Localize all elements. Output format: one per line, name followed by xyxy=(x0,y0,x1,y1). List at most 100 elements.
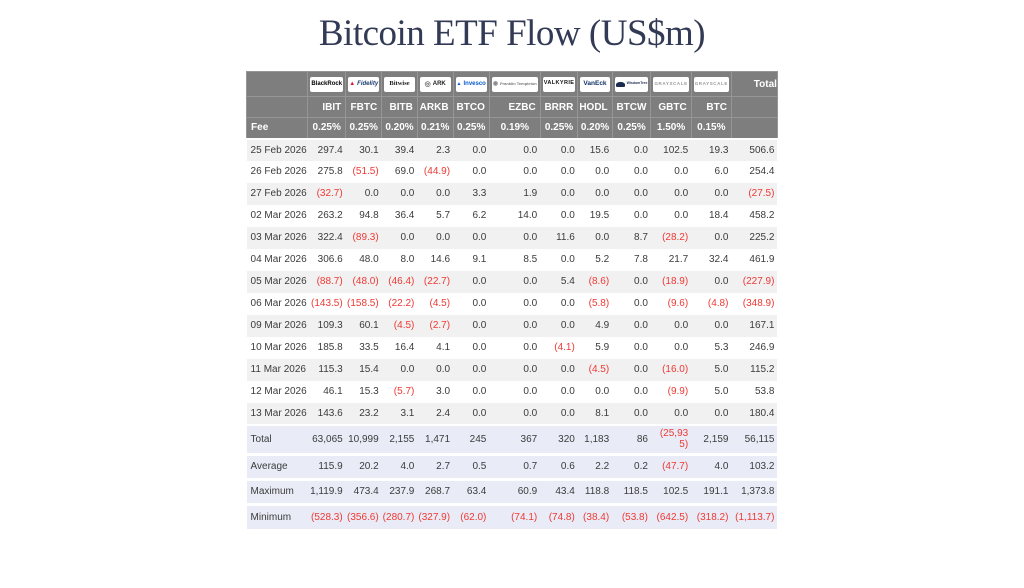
row-total-cell: 458.2 xyxy=(731,204,778,227)
date-cell: 11 Mar 2026 xyxy=(246,358,308,381)
ark-logo-cell: ARK xyxy=(416,71,454,97)
valkyrie-logo: VALKYRIE xyxy=(542,76,576,92)
flow-value-cell: (16.0) xyxy=(650,358,692,381)
flow-value-cell: 69.0 xyxy=(381,160,418,183)
summary-row: Average 115.9 20.2 4.0 2.7 0.5 0.7 0.6 2.2 0.2 (47… xyxy=(246,452,778,479)
flow-value-cell: 0.0 xyxy=(540,402,578,425)
flow-value-cell: 18.4 xyxy=(691,204,732,227)
summary-value-cell: (62.0) xyxy=(453,502,490,529)
flow-value-cell: 46.1 xyxy=(307,380,346,403)
flow-value-cell: 0.0 xyxy=(345,182,382,205)
flow-value-cell: 0.0 xyxy=(540,380,578,403)
flow-value-cell: (9.9) xyxy=(650,380,692,403)
flow-value-cell: 15.3 xyxy=(345,380,382,403)
flow-value-cell: 0.0 xyxy=(612,314,651,337)
date-cell: 05 Mar 2026 xyxy=(246,270,308,293)
ticker-header-EZBC: EZBC xyxy=(488,96,541,118)
fee-blank xyxy=(730,117,778,139)
table-row: 03 Mar 2026 322.4 (89.3) 0.0 0.0 0.0 0.0 11.6 0.… xyxy=(246,226,778,249)
flow-value-cell: (4.8) xyxy=(691,292,732,315)
flow-value-cell: (51.5) xyxy=(345,160,382,183)
table-container: BlackRock Fidelity Bitwise ARK Invesco Frankl… xyxy=(0,71,1024,529)
flow-value-cell: 102.5 xyxy=(650,137,692,161)
flow-value-cell: 0.0 xyxy=(489,226,541,249)
summary-value-cell: 237.9 xyxy=(381,477,418,504)
summary-value-cell: 43.4 xyxy=(540,477,578,504)
fee-value-BITB: 0.20% xyxy=(381,117,418,139)
flow-value-cell: (88.7) xyxy=(307,270,346,293)
flow-value-cell: 16.4 xyxy=(381,336,418,359)
summary-label: Average xyxy=(246,452,308,479)
summary-value-cell: 2,155 xyxy=(381,423,418,454)
flow-value-cell: (9.6) xyxy=(650,292,692,315)
header-corner xyxy=(246,96,309,118)
flow-value-cell: 5.0 xyxy=(691,380,732,403)
flow-value-cell: 6.2 xyxy=(453,204,490,227)
provider-logo-text: Bitwise xyxy=(389,79,410,87)
flow-value-cell: 0.0 xyxy=(453,314,490,337)
blackrock-logo-cell: BlackRock xyxy=(307,71,347,97)
flow-value-cell: 0.0 xyxy=(489,137,541,161)
provider-logo-text: ARK xyxy=(432,81,446,87)
flow-value-cell: (5.8) xyxy=(577,292,613,315)
summary-value-cell: 0.2 xyxy=(612,452,651,479)
flow-value-cell: 23.2 xyxy=(345,402,382,425)
franklin-logo-cell: Franklin Templeton xyxy=(488,71,541,97)
flow-value-cell: 5.2 xyxy=(577,248,613,271)
grayscale-logo-cell: GRAYSCALE xyxy=(650,71,692,97)
flow-value-cell: 14.6 xyxy=(417,248,454,271)
summary-value-cell: (47.7) xyxy=(650,452,692,479)
blackrock-logo: BlackRock xyxy=(310,76,344,92)
flow-value-cell: 0.0 xyxy=(650,336,692,359)
flow-value-cell: 1.9 xyxy=(489,182,541,205)
date-cell: 06 Mar 2026 xyxy=(246,292,308,315)
flow-value-cell: 3.1 xyxy=(381,402,418,425)
flow-value-cell: 0.0 xyxy=(540,182,578,205)
flow-value-cell: (18.9) xyxy=(650,270,692,293)
flow-value-cell: 0.0 xyxy=(540,160,578,183)
date-cell: 26 Feb 2026 xyxy=(246,160,308,183)
table-row: 09 Mar 2026 109.3 60.1 (4.5) (2.7) 0.0 0.0 0.0 4… xyxy=(246,314,778,337)
summary-row: Minimum (528.3) (356.6) (280.7) (327.9) (62.0… xyxy=(246,502,778,529)
flow-value-cell: 5.7 xyxy=(417,204,454,227)
row-total-cell: 506.6 xyxy=(731,137,778,161)
flow-value-cell: 8.1 xyxy=(577,402,613,425)
flow-value-cell: 0.0 xyxy=(577,182,613,205)
flow-value-cell: 0.0 xyxy=(453,270,490,293)
summary-value-cell: 115.9 xyxy=(307,452,346,479)
date-cell: 04 Mar 2026 xyxy=(246,248,308,271)
flow-value-cell: (4.1) xyxy=(540,336,578,359)
row-total-cell: 461.9 xyxy=(731,248,778,271)
provider-logo-text: Invesco xyxy=(463,81,486,87)
provider-logo-text: GRAYSCALE xyxy=(694,80,728,86)
flow-value-cell: (4.5) xyxy=(577,358,613,381)
flow-value-cell: 0.0 xyxy=(540,292,578,315)
summary-value-cell: 1,183 xyxy=(577,423,613,454)
flow-value-cell: 8.0 xyxy=(381,248,418,271)
grayscale-logo: GRAYSCALE xyxy=(653,76,689,92)
total-column-header: Total xyxy=(730,71,778,97)
summary-value-cell: (528.3) xyxy=(307,502,346,529)
fee-value-BTCW: 0.25% xyxy=(611,117,652,139)
flow-value-cell: 0.0 xyxy=(453,226,490,249)
bitwise-logo-cell: Bitwise xyxy=(381,71,418,97)
vaneck-logo: VanEck xyxy=(580,76,610,92)
flow-value-cell: 7.8 xyxy=(612,248,651,271)
summary-value-cell: 60.9 xyxy=(489,477,541,504)
provider-logo-text: VALKYRIE xyxy=(543,80,575,87)
summary-value-cell: 268.7 xyxy=(417,477,454,504)
ticker-header-ARKB: ARKB xyxy=(416,96,454,118)
date-cell: 02 Mar 2026 xyxy=(246,204,308,227)
flow-value-cell: 0.0 xyxy=(453,160,490,183)
flow-value-cell: (158.5) xyxy=(345,292,382,315)
flow-value-cell: 0.0 xyxy=(417,182,454,205)
page: { "chart_data": { "type": "table", "titl… xyxy=(0,12,1024,588)
flow-value-cell: 0.0 xyxy=(453,358,490,381)
flow-value-cell: 0.0 xyxy=(612,336,651,359)
flow-value-cell: (22.7) xyxy=(417,270,454,293)
flow-value-cell: 0.0 xyxy=(691,314,732,337)
summary-value-cell: 1,471 xyxy=(417,423,454,454)
flow-value-cell: 115.3 xyxy=(307,358,346,381)
table-row: 06 Mar 2026 (143.5) (158.5) (22.2) (4.5) 0.0 0… xyxy=(246,292,778,315)
valkyrie-logo-cell: VALKYRIE xyxy=(539,71,579,97)
